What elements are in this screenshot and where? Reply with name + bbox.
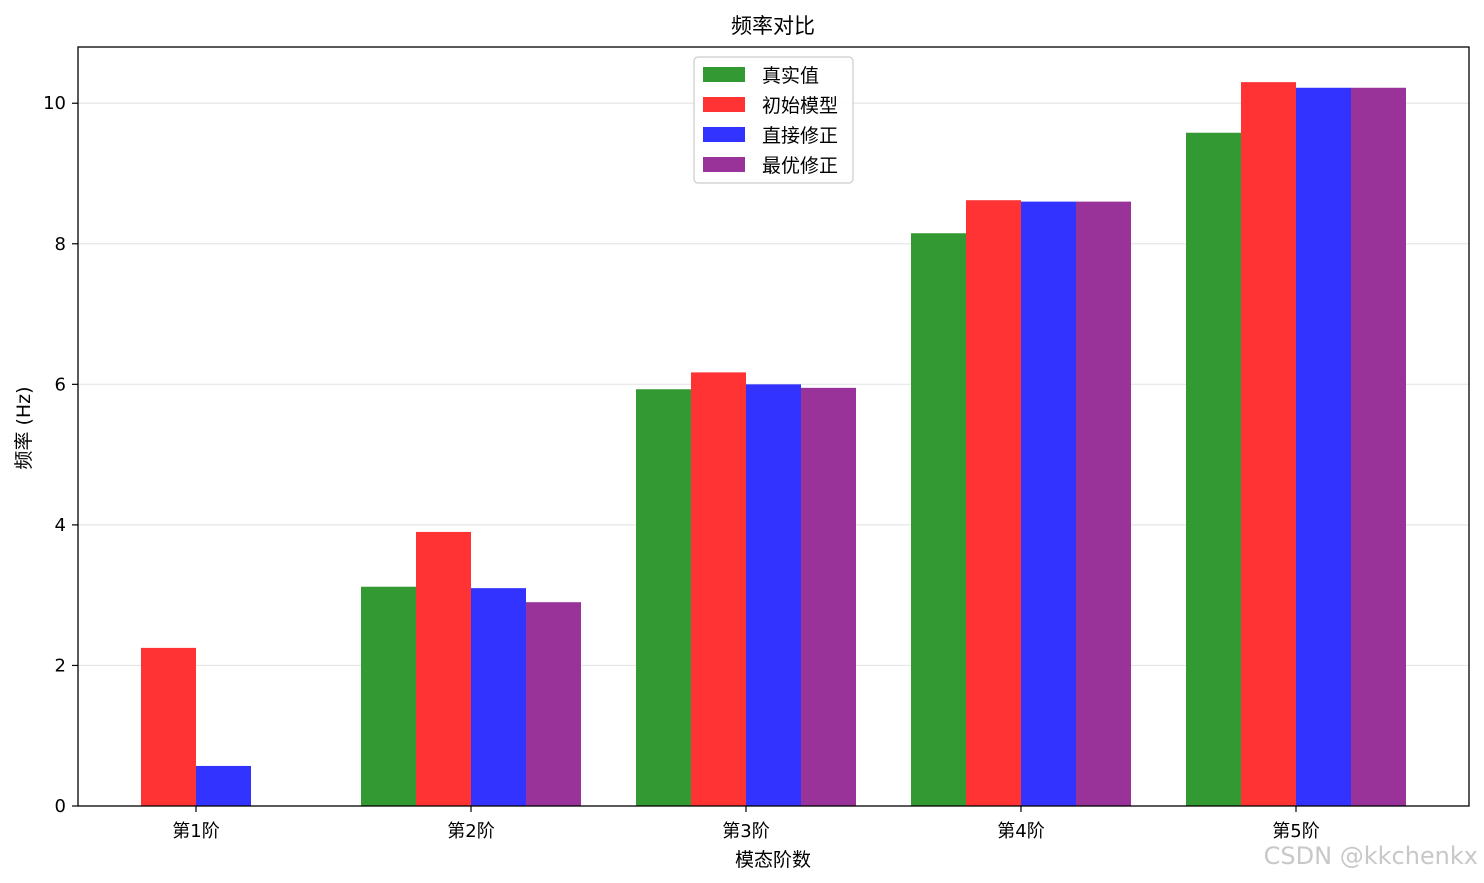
bars — [141, 82, 1406, 807]
bar — [526, 602, 581, 806]
watermark: CSDN @kkchenkx — [1263, 842, 1478, 870]
y-axis: 0 2 4 6 8 10 — [43, 93, 78, 817]
bar — [141, 647, 196, 806]
plot-frame — [77, 46, 1470, 807]
bar — [471, 588, 526, 806]
legend-swatch — [703, 157, 745, 172]
bar — [636, 389, 691, 806]
legend-swatch — [703, 97, 745, 112]
legend-label: 真实值 — [762, 65, 819, 87]
bar — [1296, 87, 1351, 806]
bar — [746, 384, 801, 806]
chart-title: 频率对比 — [731, 14, 815, 38]
y-tick-label: 2 — [55, 655, 66, 676]
bar — [911, 233, 966, 807]
bar — [966, 200, 1021, 806]
bar — [801, 387, 856, 806]
bar — [416, 531, 471, 806]
legend-label: 最优修正 — [762, 155, 838, 177]
bar — [1186, 132, 1241, 806]
bar — [691, 372, 746, 806]
legend-swatch — [703, 127, 745, 142]
y-tick-label: 4 — [55, 515, 66, 536]
bar — [361, 586, 416, 806]
y-axis-title: 频率 (Hz) — [13, 386, 35, 469]
y-tick-label: 6 — [55, 374, 66, 395]
bar — [1076, 201, 1131, 807]
x-tick-label: 第1阶 — [172, 821, 219, 842]
x-tick-label: 第5阶 — [1272, 821, 1319, 842]
y-tick-label: 0 — [55, 796, 66, 817]
bar — [1021, 201, 1076, 807]
legend-label: 初始模型 — [762, 95, 838, 117]
legend-swatch — [703, 67, 745, 82]
x-axis-title: 模态阶数 — [735, 849, 811, 871]
x-tick-label: 第3阶 — [722, 821, 769, 842]
bar — [1351, 87, 1406, 806]
x-tick-label: 第2阶 — [447, 821, 494, 842]
legend-label: 直接修正 — [762, 125, 838, 147]
y-tick-label: 10 — [43, 93, 66, 114]
y-tick-label: 8 — [55, 234, 66, 255]
bar — [196, 765, 251, 806]
x-tick-label: 第4阶 — [997, 821, 1044, 842]
bar — [1241, 82, 1296, 806]
x-axis: 第1阶 第2阶 第3阶 第4阶 第5阶 — [172, 806, 1320, 842]
legend-box — [693, 56, 854, 184]
